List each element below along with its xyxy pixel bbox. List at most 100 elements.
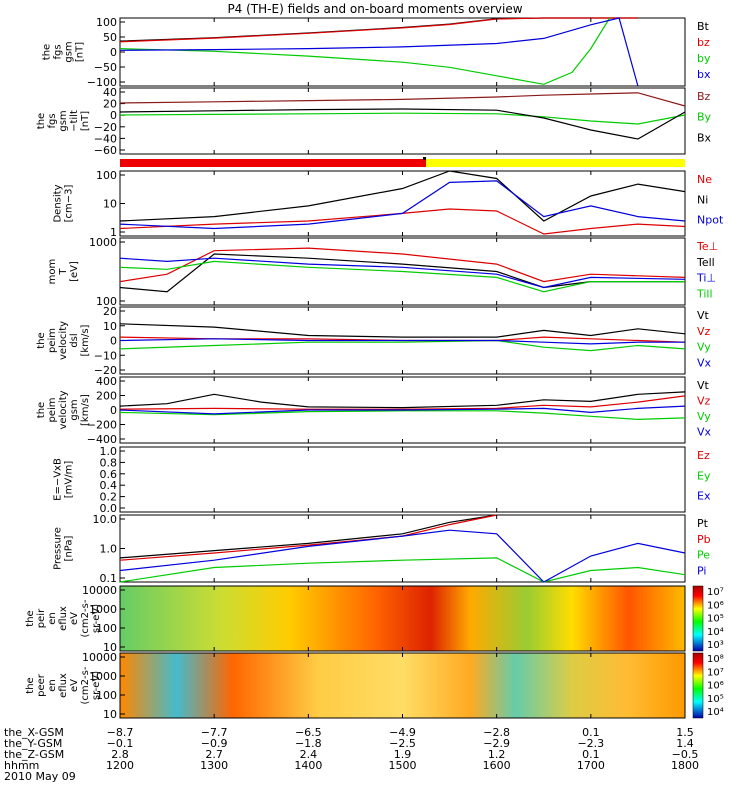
series-line-Vz	[119, 336, 686, 343]
axis-row-value: 1.4	[676, 737, 694, 750]
y-axis-label-line: eflux	[58, 606, 69, 631]
legend-Vy: Vy	[697, 341, 711, 354]
colorbar	[692, 652, 704, 719]
y-axis-label-line: [nT]	[80, 111, 91, 131]
y-axis-label-line: (cm2-s-	[80, 666, 91, 704]
spectrogram-fill	[120, 653, 685, 718]
y-axis-label-line: the	[42, 44, 53, 60]
series-line-Vx	[119, 405, 686, 415]
status-bar-red	[120, 159, 427, 167]
axis-row-value: −2.8	[483, 726, 510, 739]
y-tick-label: 200	[96, 390, 117, 403]
legend-Pt: Pt	[697, 517, 709, 530]
axis-row-value: 1300	[200, 759, 228, 772]
colorbar-tick-label: 10⁷	[707, 587, 724, 598]
axis-row-value: 1500	[389, 759, 417, 772]
y-axis-label-line: [km/s]	[80, 394, 91, 426]
axis-row-value: 1600	[483, 759, 511, 772]
series-line-Vt	[119, 323, 686, 338]
y-tick-label: 20	[103, 305, 117, 318]
y-tick-label: 10	[103, 320, 117, 333]
colorbar-tick-label: 10⁴	[707, 707, 724, 718]
y-axis-label-line: [cm−3]	[64, 185, 75, 223]
y-axis-label: the fgs gsm [nT]	[42, 41, 86, 62]
y-tick-label: 20	[103, 98, 117, 111]
axis-row-value: −4.9	[389, 726, 416, 739]
axis-row-value: −2.3	[577, 737, 604, 750]
y-axis-label: the peer en eflux eV (cm2-s-sr-eV)	[25, 666, 102, 704]
legend-Ti⊥: Ti⊥	[696, 272, 716, 285]
series-line-Pt	[119, 514, 497, 559]
panel-frame	[119, 514, 686, 583]
y-tick-label: 0	[110, 404, 117, 417]
y-tick-label: 10	[103, 708, 117, 721]
y-axis-label-line: gsm	[69, 399, 80, 420]
axis-row-value: −0.9	[201, 737, 228, 750]
axis-row-value: 0.1	[582, 726, 600, 739]
axis-row-value: −2.5	[389, 737, 416, 750]
colorbar-tick-label: 10⁶	[707, 681, 724, 692]
y-tick-label: 10.0	[93, 513, 118, 526]
y-axis-label-line: gsm	[64, 41, 75, 62]
y-axis-label-line: sr-eV)	[91, 671, 102, 700]
axis-row-value: −0.5	[672, 748, 699, 761]
y-axis-label-line: sr-eV)	[91, 604, 102, 633]
y-tick-label: 100	[96, 689, 117, 702]
series-line-Vt	[119, 391, 686, 409]
legend-Ne: Ne	[697, 173, 712, 186]
y-tick-label: 0.2	[100, 491, 118, 504]
series-line-Pb	[119, 514, 497, 561]
axis-row-label: the_Z-GSM	[4, 748, 64, 761]
y-tick-label: 1000	[89, 670, 117, 683]
series-line-by	[119, 17, 611, 85]
y-axis-label-line: the	[25, 610, 36, 626]
legend-by: by	[697, 52, 711, 65]
y-axis-label-line: velocity	[58, 390, 69, 429]
colorbar-tick-label: 10⁵	[707, 614, 724, 625]
y-axis-label: Density [cm−3]	[53, 184, 75, 222]
y-axis-label-line: the	[36, 113, 47, 129]
y-axis-label-line: −tilt	[69, 110, 80, 132]
y-axis-label-line: en	[47, 612, 58, 625]
legend-Vx: Vx	[697, 426, 712, 439]
y-tick-label: 0.0	[100, 502, 118, 515]
legend-By: By	[697, 111, 712, 124]
y-axis-label-line: peer	[36, 673, 47, 697]
y-axis-label: the peim velocity gsm [km/s]	[36, 390, 91, 429]
series-line-Npot	[119, 180, 686, 230]
legend-Vz: Vz	[697, 395, 711, 408]
y-tick-label: 1000	[89, 236, 117, 249]
y-tick-label: 0	[110, 109, 117, 122]
series-line-Ni	[119, 170, 686, 222]
y-tick-label: −40	[94, 132, 117, 145]
series-line-Pi	[119, 529, 686, 583]
y-axis-label: E=−VxB [mV/m]	[53, 458, 75, 501]
colorbar-tick-label: 10⁵	[707, 694, 724, 705]
series-line-By	[119, 112, 686, 125]
y-axis-label-line: [km/s]	[80, 324, 91, 356]
y-axis-label-line: en	[47, 679, 58, 692]
y-tick-label: 1.0	[100, 445, 118, 458]
legend-Ez: Ez	[697, 449, 710, 462]
y-axis-label-line: T	[58, 268, 69, 276]
y-axis-label: the fgs gsm −tilt [nT]	[36, 110, 91, 132]
axis-row-value: 1.9	[394, 748, 412, 761]
y-axis-label-line: [nT]	[75, 42, 86, 62]
y-tick-label: 0.4	[100, 479, 118, 492]
colorbar-tick-label: 10⁸	[707, 654, 724, 665]
legend-Npot: Npot	[697, 214, 724, 227]
axis-row-value: −6.5	[295, 726, 322, 739]
axis-row-value: 1.5	[676, 726, 694, 739]
y-tick-label: 0	[110, 335, 117, 348]
y-tick-label: 10000	[82, 651, 117, 664]
legend-Bz: Bz	[697, 90, 711, 103]
series-line-Vy	[119, 410, 686, 421]
legend-Vx: Vx	[697, 356, 712, 369]
y-axis-label-line: peir	[36, 608, 47, 628]
legend-bz: bz	[697, 36, 710, 49]
legend-Ni: Ni	[697, 193, 708, 206]
axis-row-value: 1.2	[488, 748, 506, 761]
spectrogram-fill	[120, 586, 685, 651]
series-line-Ti⊥	[119, 257, 686, 289]
